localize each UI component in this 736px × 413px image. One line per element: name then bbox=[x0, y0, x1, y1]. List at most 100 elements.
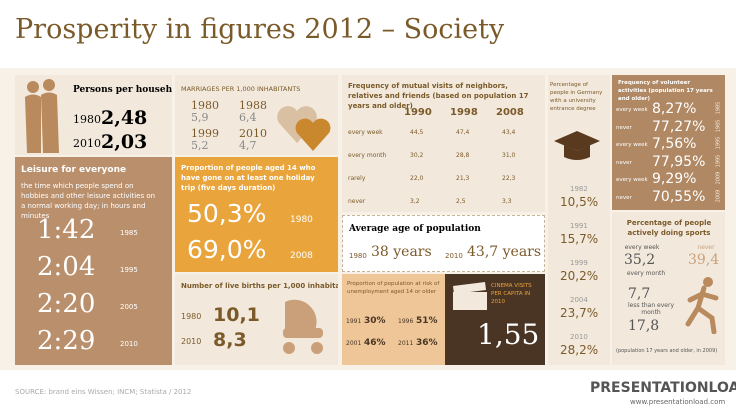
leisure-panel: Leisure for everyone the time which peopl… bbox=[15, 157, 172, 365]
value: 7,56% bbox=[652, 136, 697, 152]
time-value: 1:42 bbox=[37, 215, 96, 245]
year: 1985 bbox=[715, 101, 722, 115]
logo-url: www.presentationload.com bbox=[630, 398, 726, 406]
time-value: 2:04 bbox=[37, 252, 96, 282]
year: 1995 bbox=[715, 154, 722, 167]
holiday-panel: Proportion of people aged 14 who have go… bbox=[175, 157, 338, 272]
value: 8,3 bbox=[213, 329, 247, 351]
year: 1980 bbox=[73, 113, 101, 126]
value: 36% bbox=[416, 338, 438, 348]
logo: PRESENTATIONLOAD bbox=[590, 380, 736, 396]
item-label: less than every month bbox=[627, 302, 674, 316]
value: 46% bbox=[364, 338, 386, 348]
cell: 3,3 bbox=[502, 198, 512, 205]
year: 1996 bbox=[398, 318, 414, 325]
panel-title: Percentage of people in Germany with a u… bbox=[550, 82, 603, 112]
cell: 22,0 bbox=[410, 175, 424, 182]
item-value: 7,7 bbox=[628, 286, 651, 302]
year: 2010 bbox=[120, 340, 138, 348]
value: 23,7% bbox=[560, 306, 599, 320]
year: 2008 bbox=[290, 251, 313, 261]
panel-title: Frequency of mutual visits of neighbors,… bbox=[348, 82, 529, 110]
year: 2010 bbox=[445, 252, 463, 260]
slide-title: Prosperity in figures 2012 – Society bbox=[15, 14, 505, 45]
stroller-icon bbox=[283, 299, 323, 354]
row-label: every week bbox=[616, 107, 648, 113]
value: 69,0% bbox=[187, 235, 267, 264]
year: 2010 bbox=[570, 333, 588, 341]
year: 2010 bbox=[181, 337, 202, 346]
value: 4,7 bbox=[239, 139, 257, 152]
year: 1985 bbox=[715, 119, 722, 132]
cell: 47,4 bbox=[456, 129, 470, 136]
item-value: 17,8 bbox=[628, 318, 660, 334]
value: 2,48 bbox=[101, 107, 148, 129]
value: 50,3% bbox=[187, 199, 267, 228]
visits-panel: Frequency of mutual visits of neighbors,… bbox=[342, 75, 545, 212]
year: 2010 bbox=[239, 127, 267, 140]
volunteer-panel: Frequency of volunteer activities (popul… bbox=[612, 75, 725, 210]
births-panel: Number of live births per 1,000 inhabita… bbox=[175, 274, 338, 365]
row-label: never bbox=[348, 198, 366, 205]
panel-title: MARRIAGES PER 1,000 INHABITANTS bbox=[181, 85, 301, 93]
value: 10,1 bbox=[213, 304, 260, 326]
value: 2,03 bbox=[101, 131, 148, 153]
time-value: 2:20 bbox=[37, 289, 96, 319]
cell: 21,3 bbox=[456, 175, 470, 182]
hearts-icon bbox=[277, 106, 331, 151]
value: 77,95% bbox=[652, 153, 706, 170]
year: 2004 bbox=[570, 296, 588, 304]
row-label: rarely bbox=[348, 175, 366, 182]
year: 1995 bbox=[120, 266, 138, 274]
row-label: never bbox=[616, 124, 632, 131]
item-value: 35,2 bbox=[624, 252, 656, 268]
year: 1995 bbox=[715, 136, 722, 150]
cap-icon bbox=[554, 131, 600, 160]
panel-title: CINEMA VISITS PER CAPITA IN 2010 bbox=[491, 283, 532, 305]
year: 1991 bbox=[346, 318, 362, 325]
year: 1999 bbox=[191, 127, 219, 140]
cell: 44,5 bbox=[410, 129, 424, 136]
value: 70,55% bbox=[652, 188, 706, 205]
value: 8,27% bbox=[652, 101, 697, 117]
year: 2005 bbox=[120, 303, 138, 311]
value: 38 years bbox=[371, 244, 432, 260]
year: 1980 bbox=[191, 99, 219, 112]
year: 1982 bbox=[570, 185, 588, 193]
year: 2011 bbox=[398, 340, 414, 347]
clapper-icon bbox=[453, 282, 487, 310]
year: 1991 bbox=[570, 222, 588, 230]
row-label: every week bbox=[616, 142, 648, 148]
value: 51% bbox=[416, 316, 438, 326]
note: (population 17 years and older, in 2009) bbox=[616, 348, 718, 354]
panel-title: Proportion of people aged 14 who have go… bbox=[181, 164, 316, 192]
cell: 3,2 bbox=[410, 198, 420, 205]
item-label: never bbox=[697, 244, 715, 251]
value: 6,4 bbox=[239, 111, 257, 124]
row-label: never bbox=[616, 194, 632, 201]
row-label: never bbox=[616, 159, 632, 166]
item-label: every month bbox=[626, 270, 666, 277]
value: 10,5% bbox=[560, 195, 599, 209]
panel-title: Number of live births per 1,000 inhabita… bbox=[181, 282, 338, 290]
runner-icon bbox=[685, 277, 719, 334]
row-label: every month bbox=[348, 152, 387, 159]
year: 2010 bbox=[73, 137, 101, 150]
item-value: 39,4 bbox=[688, 252, 720, 268]
value: 28,2% bbox=[560, 343, 599, 357]
column-header: 1990 bbox=[404, 107, 432, 118]
source-note: SOURCE: brand eins Wissen; INCM; Statist… bbox=[15, 388, 192, 396]
cell: 22,3 bbox=[502, 175, 516, 182]
value: 30% bbox=[364, 316, 386, 326]
panel-title: Percentage of people actively doing spor… bbox=[626, 219, 712, 237]
panel-title: Frequency of volunteer activities (popul… bbox=[618, 80, 713, 102]
sports-panel: Percentage of people actively doing spor… bbox=[612, 212, 725, 365]
value: 20,2% bbox=[560, 269, 599, 283]
column-header: 2008 bbox=[496, 107, 524, 118]
item-label: every week bbox=[624, 244, 660, 251]
panel-title: Persons per household bbox=[73, 85, 172, 95]
year: 2009 bbox=[715, 171, 722, 185]
time-value: 2:29 bbox=[37, 326, 96, 356]
